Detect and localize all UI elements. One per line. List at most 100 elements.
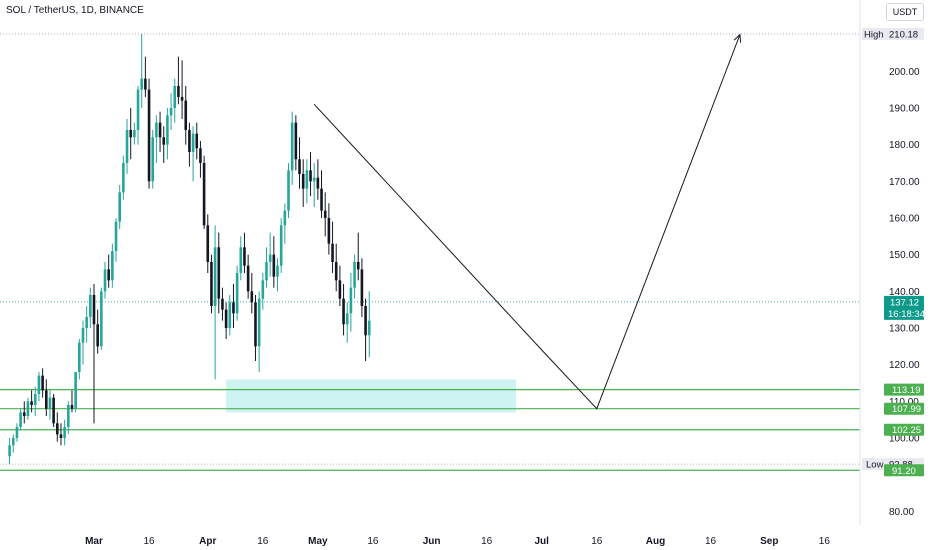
candle-body	[70, 404, 74, 409]
projection-arrowhead	[733, 33, 742, 43]
candle-body	[19, 412, 22, 427]
time-tick-label: 16	[591, 536, 603, 547]
candle-body	[37, 375, 41, 394]
level-value-label: 91.20	[892, 466, 916, 477]
support-levels	[0, 389, 860, 471]
candle-body	[74, 371, 77, 409]
candle-body	[33, 393, 37, 405]
candle-body	[191, 133, 195, 152]
candle-body	[67, 404, 70, 427]
candle-body	[312, 177, 316, 182]
level-value-bg	[884, 464, 924, 477]
candle-body	[327, 217, 331, 244]
price-tick-label: 180.00	[889, 140, 920, 151]
candle-body	[199, 148, 202, 163]
low-tag-label: Low	[866, 460, 884, 471]
price-tick-label: 150.00	[889, 250, 920, 261]
candle-body	[11, 438, 15, 446]
candle-body	[166, 115, 169, 145]
time-tick-label: 16	[257, 536, 269, 547]
time-axis: Mar 16 Apr 16 May 16 Jun 16 Jul 16 Aug 16 Sep 16	[85, 536, 830, 547]
candle-body	[30, 401, 33, 405]
candle-body	[92, 294, 96, 325]
candle-body	[188, 129, 191, 152]
candle-body	[48, 397, 52, 409]
candle-body	[360, 269, 364, 306]
zone-rect	[226, 379, 517, 413]
candle-body	[246, 265, 250, 292]
candle-body	[118, 192, 121, 222]
candle-body	[272, 254, 276, 277]
projection-line	[313, 34, 741, 410]
currency-unit-button[interactable]: USDT	[886, 3, 924, 21]
candle-body	[15, 426, 19, 438]
time-tick-label: Jul	[535, 536, 550, 547]
candle-body	[52, 397, 55, 424]
grid-lines	[0, 33, 860, 465]
candle-body	[56, 423, 59, 435]
candle-body	[217, 247, 221, 299]
level-value-label: 113.19	[892, 385, 920, 396]
candle-body	[254, 302, 257, 347]
time-tick-label: 16	[819, 536, 831, 547]
price-tick-label: 190.00	[889, 103, 920, 114]
candle-body	[345, 313, 349, 325]
level-value-bg	[884, 423, 924, 436]
price-tick-label: 140.00	[889, 287, 920, 298]
candle-body	[221, 298, 224, 310]
candle-body	[169, 107, 173, 116]
candle-body	[232, 302, 235, 314]
last-price-bg	[884, 295, 924, 320]
candle-body	[129, 129, 132, 138]
time-tick-label: May	[308, 536, 328, 547]
time-tick-label: 16	[481, 536, 493, 547]
candle-body	[173, 85, 177, 108]
candle-body	[279, 225, 283, 266]
time-tick-label: Sep	[760, 536, 778, 547]
time-tick-label: 16	[143, 536, 155, 547]
candle-body	[111, 250, 114, 281]
candle-body	[133, 129, 136, 138]
candle-body	[147, 89, 151, 182]
price-tick-label: 110.00	[889, 397, 919, 408]
candle-body	[268, 254, 272, 262]
candle-body	[250, 291, 254, 303]
candle-body	[290, 122, 294, 171]
candle-body	[140, 78, 144, 90]
candle-body	[206, 225, 210, 262]
candle-body	[59, 434, 63, 438]
candle-body	[85, 316, 88, 328]
candle-body	[349, 287, 353, 314]
candle-body	[331, 243, 334, 262]
candle-body	[364, 305, 367, 336]
candle-body	[224, 309, 228, 328]
candle-body	[283, 210, 287, 226]
candle-body	[78, 342, 81, 372]
candle-body	[96, 324, 99, 347]
time-tick-label: Aug	[646, 536, 665, 547]
candle-body	[257, 298, 261, 347]
candle-body	[151, 137, 155, 182]
price-tick-label: 170.00	[889, 177, 920, 188]
candle-body	[107, 269, 110, 281]
candle-body	[177, 85, 180, 97]
candle-body	[136, 89, 140, 130]
candle-body	[334, 261, 338, 281]
candle-body	[243, 247, 246, 266]
candle-body	[195, 133, 199, 149]
candle-body	[367, 320, 371, 336]
time-tick-label: Apr	[199, 536, 216, 547]
candle-body	[316, 177, 320, 189]
candle-body	[239, 247, 243, 273]
candles	[8, 33, 371, 465]
candle-body	[125, 129, 129, 163]
projection-path	[313, 33, 742, 410]
last-price-label: 137.12	[890, 297, 919, 308]
price-tick-label: 130.00	[889, 323, 920, 334]
price-tick-label: 120.00	[889, 360, 920, 371]
candle-body	[235, 272, 239, 314]
candle-body	[265, 261, 268, 281]
candle-body	[338, 280, 342, 299]
candle-body	[356, 261, 360, 270]
